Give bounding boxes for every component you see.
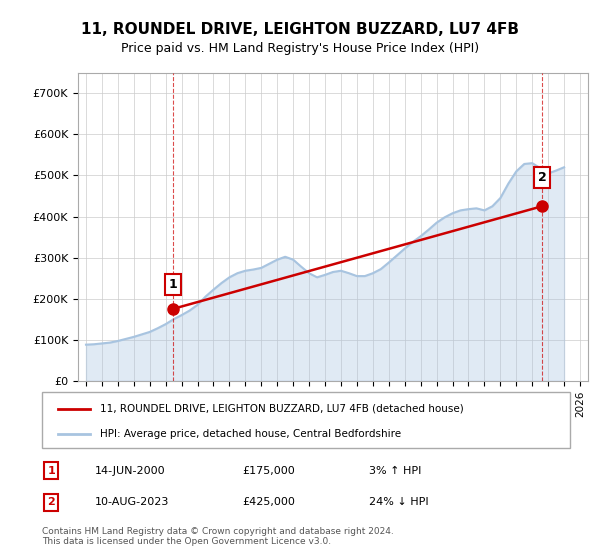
Text: 24% ↓ HPI: 24% ↓ HPI [370, 497, 429, 507]
Text: 2: 2 [538, 171, 547, 184]
Text: 11, ROUNDEL DRIVE, LEIGHTON BUZZARD, LU7 4FB (detached house): 11, ROUNDEL DRIVE, LEIGHTON BUZZARD, LU7… [100, 404, 464, 414]
Text: 14-JUN-2000: 14-JUN-2000 [95, 466, 166, 475]
Text: 1: 1 [169, 278, 177, 291]
Text: HPI: Average price, detached house, Central Bedfordshire: HPI: Average price, detached house, Cent… [100, 429, 401, 439]
Text: 2: 2 [47, 497, 55, 507]
Text: Contains HM Land Registry data © Crown copyright and database right 2024.
This d: Contains HM Land Registry data © Crown c… [42, 526, 394, 546]
Text: 11, ROUNDEL DRIVE, LEIGHTON BUZZARD, LU7 4FB: 11, ROUNDEL DRIVE, LEIGHTON BUZZARD, LU7… [81, 22, 519, 38]
Text: 1: 1 [47, 466, 55, 475]
FancyBboxPatch shape [42, 392, 570, 448]
Text: 10-AUG-2023: 10-AUG-2023 [95, 497, 169, 507]
Text: £175,000: £175,000 [242, 466, 295, 475]
Text: £425,000: £425,000 [242, 497, 296, 507]
Text: Price paid vs. HM Land Registry's House Price Index (HPI): Price paid vs. HM Land Registry's House … [121, 42, 479, 55]
Text: 3% ↑ HPI: 3% ↑ HPI [370, 466, 422, 475]
